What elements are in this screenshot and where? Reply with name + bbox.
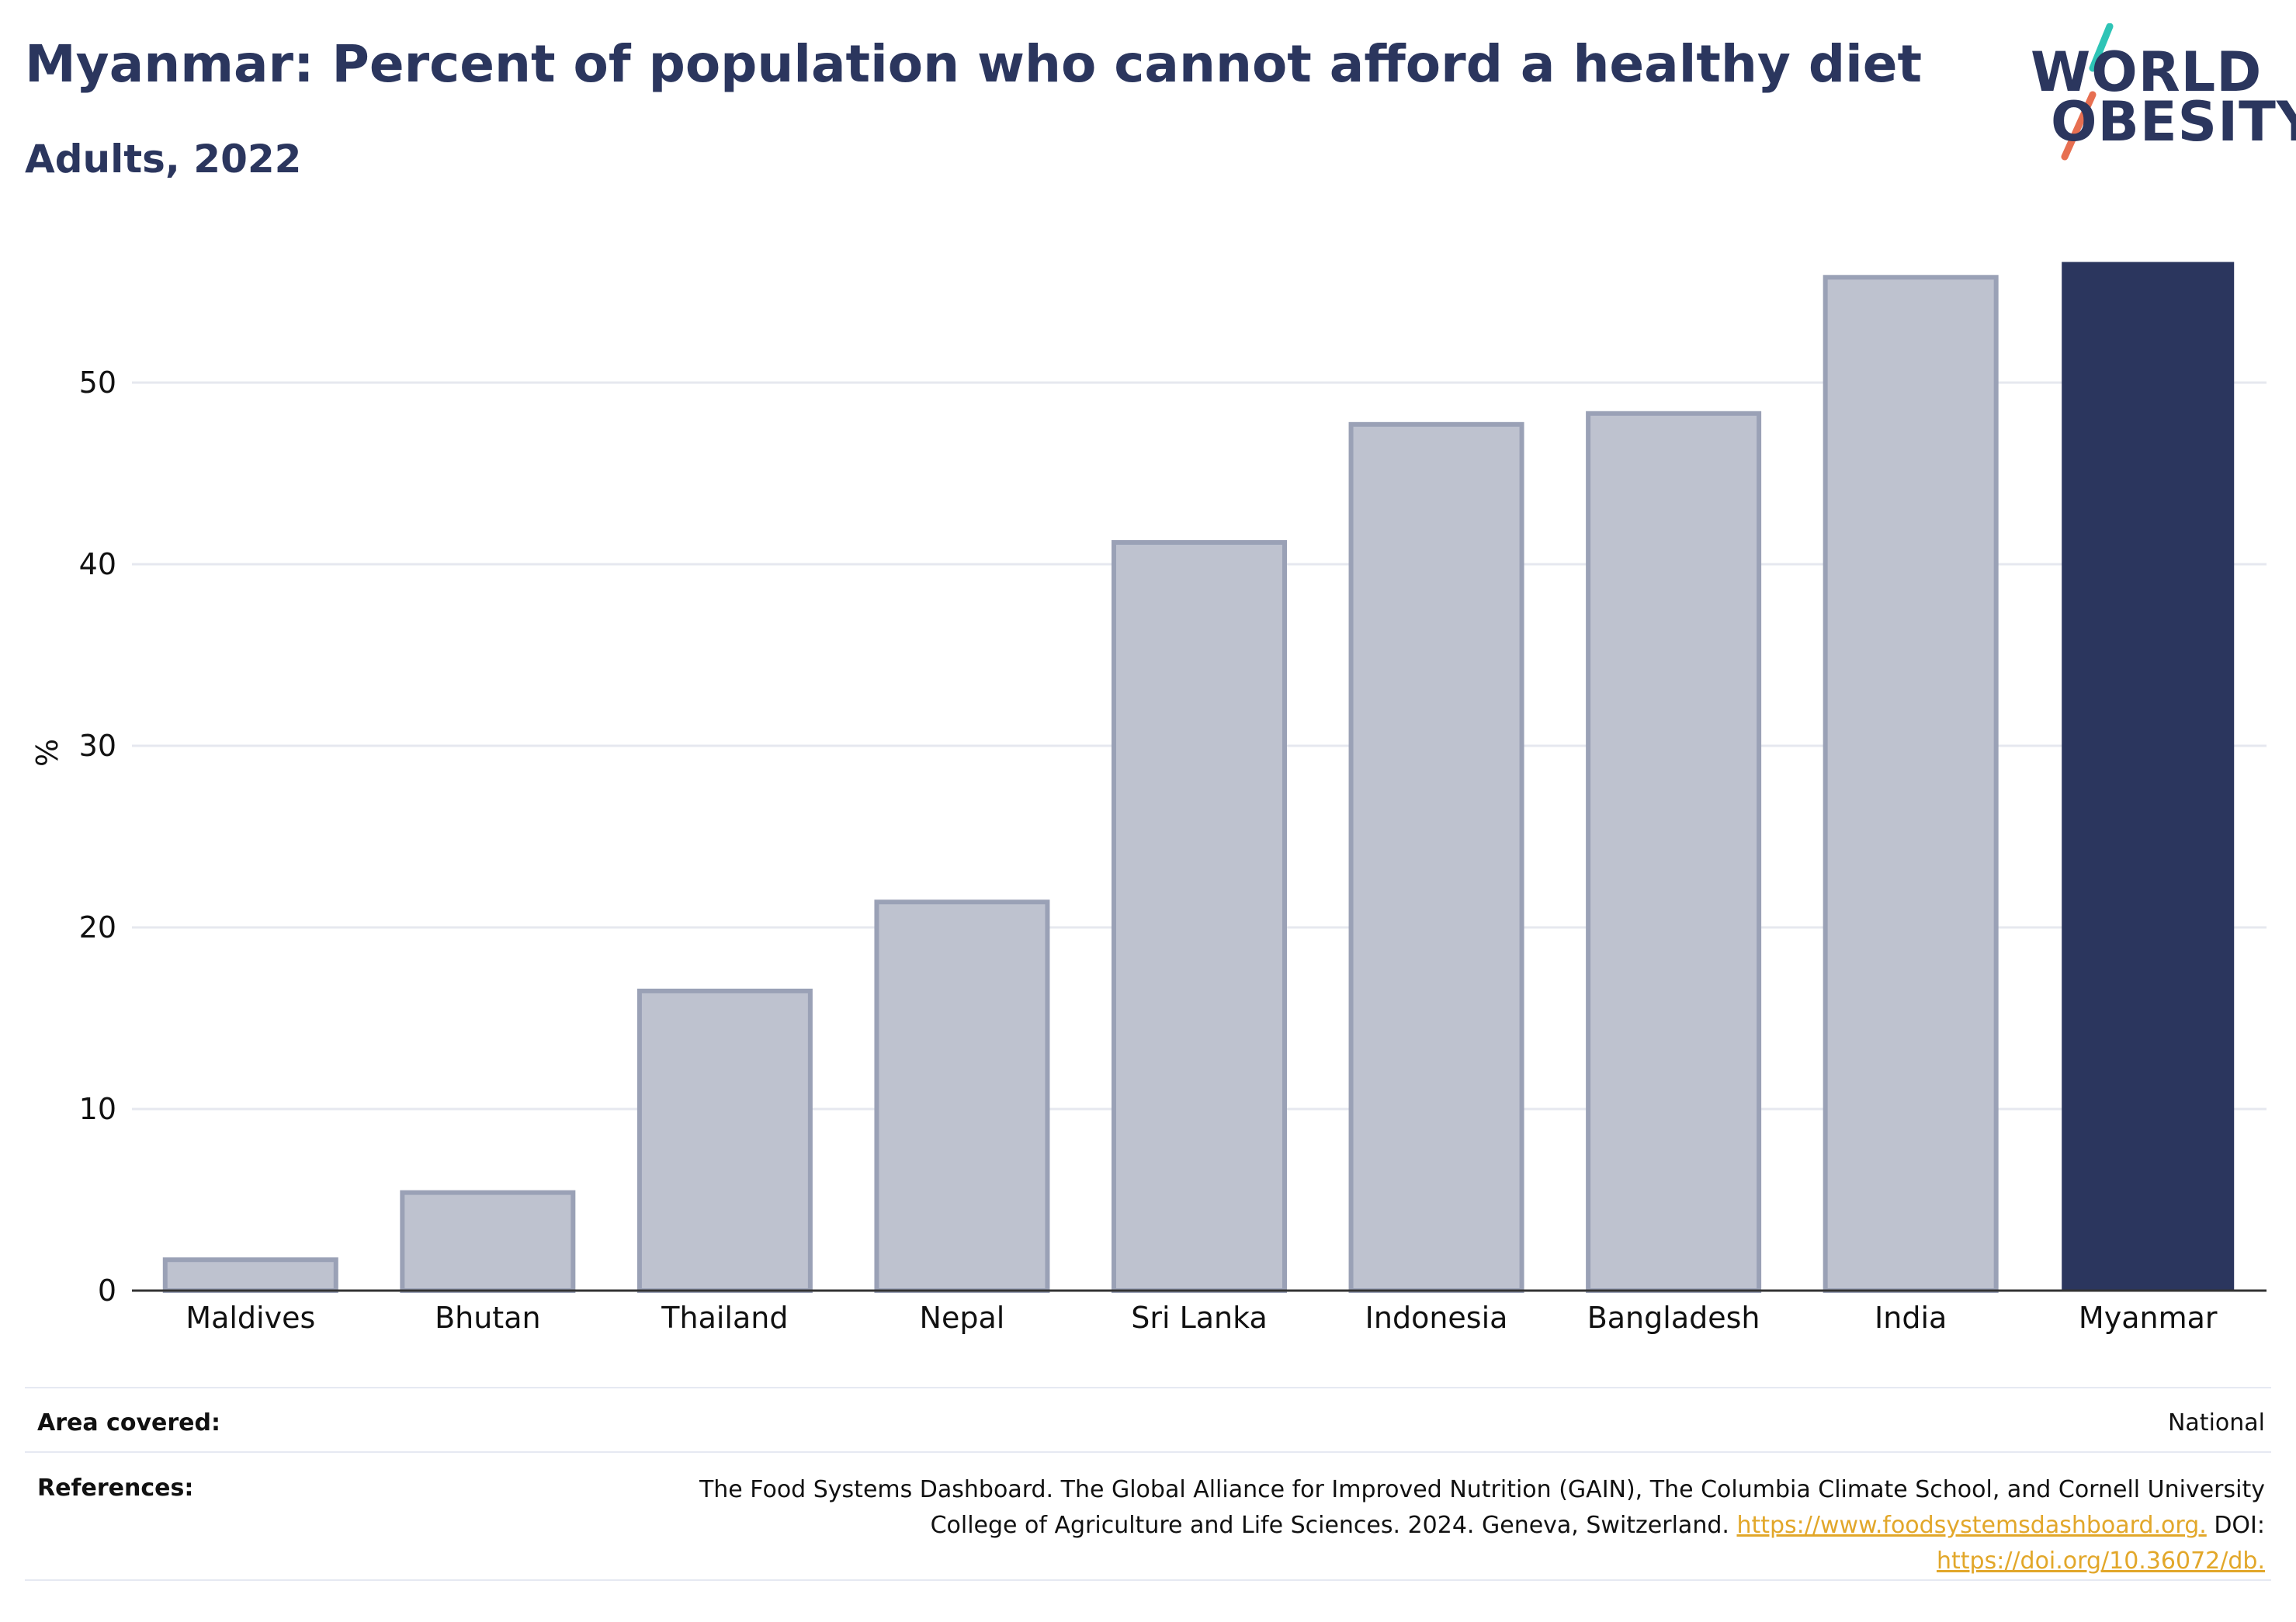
bar-bangladesh bbox=[1586, 411, 1762, 1293]
x-tick-label: Maldives bbox=[186, 1301, 315, 1335]
x-tick-label: India bbox=[1875, 1301, 1947, 1335]
bar-chart: 0 10 20 30 40 50 Maldives Bhutan Thailand Nepal Sr… bbox=[30, 262, 2267, 1335]
x-tick-label: Bangladesh bbox=[1587, 1301, 1760, 1335]
x-tick-label: Bhutan bbox=[435, 1301, 541, 1335]
reference-text-line-1: The Food Systems Dashboard. The Global A… bbox=[699, 1476, 2265, 1503]
bar-maldives bbox=[162, 1257, 338, 1293]
bar-thailand bbox=[636, 988, 813, 1294]
axis-layer: 0 10 20 30 40 50 Maldives Bhutan Thailand Nepal Sr… bbox=[79, 366, 2267, 1335]
area-covered-label: Area covered: bbox=[37, 1409, 220, 1437]
bars-layer bbox=[162, 262, 2235, 1294]
bar-sri-lanka bbox=[1112, 539, 1287, 1294]
bar-india bbox=[1823, 275, 1999, 1293]
y-tick-label: 30 bbox=[79, 729, 116, 763]
x-tick-label: Thailand bbox=[661, 1301, 788, 1335]
y-tick-label: 0 bbox=[98, 1274, 116, 1308]
y-tick-label: 20 bbox=[79, 910, 116, 944]
y-axis-label: % bbox=[30, 739, 64, 767]
y-tick-label: 50 bbox=[79, 366, 116, 400]
bar-indonesia bbox=[1348, 421, 1524, 1294]
bar-myanmar bbox=[2062, 262, 2235, 1291]
dashboard-link[interactable]: https://www.foodsystemsdashboard.org. bbox=[1736, 1512, 2207, 1539]
logo-line-world: WORLD bbox=[2031, 40, 2263, 104]
y-tick-label: 40 bbox=[79, 547, 116, 581]
y-tick-label: 10 bbox=[79, 1092, 116, 1126]
chart-title: Myanmar: Percent of population who canno… bbox=[25, 34, 1923, 94]
reference-text-line-2: College of Agriculture and Life Sciences… bbox=[930, 1512, 1729, 1539]
area-covered-value: National bbox=[2167, 1409, 2265, 1437]
x-tick-label: Indonesia bbox=[1365, 1301, 1508, 1335]
logo-line-obesity: OBESITY bbox=[2051, 90, 2296, 154]
footer-divider-middle bbox=[25, 1451, 2271, 1453]
x-tick-label: Sri Lanka bbox=[1131, 1301, 1268, 1335]
x-tick-label: Nepal bbox=[920, 1301, 1005, 1335]
bar-bhutan bbox=[400, 1190, 576, 1294]
references-text: The Food Systems Dashboard. The Global A… bbox=[480, 1472, 2265, 1579]
doi-label: DOI: bbox=[2214, 1512, 2265, 1539]
chart-subtitle: Adults, 2022 bbox=[25, 137, 302, 182]
logo-slash-icon bbox=[2061, 23, 2114, 161]
x-tick-label: Myanmar bbox=[2079, 1301, 2218, 1335]
footer-divider-top bbox=[25, 1387, 2271, 1388]
world-obesity-logo: WORLD OBESITY bbox=[2018, 23, 2296, 163]
footer-divider-bottom bbox=[25, 1579, 2271, 1581]
doi-link[interactable]: https://doi.org/10.36072/db. bbox=[1937, 1547, 2265, 1575]
references-label: References: bbox=[37, 1475, 194, 1502]
bar-nepal bbox=[874, 899, 1050, 1293]
